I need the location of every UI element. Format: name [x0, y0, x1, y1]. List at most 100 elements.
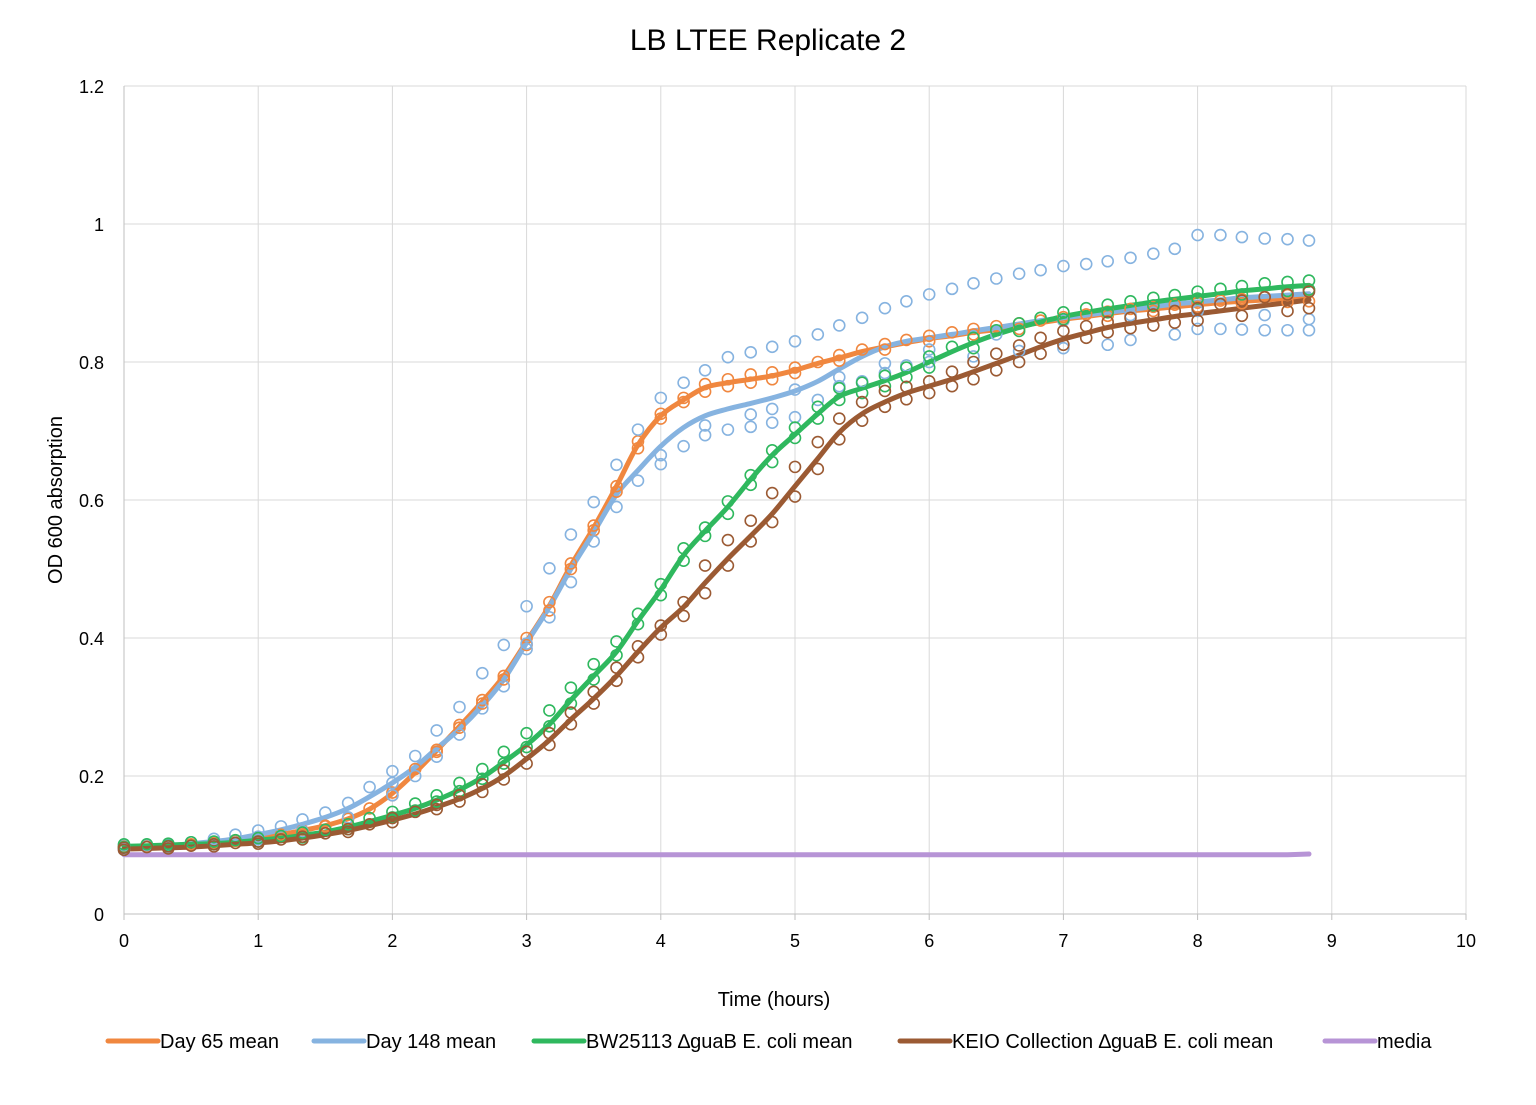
bw25113-guab-e-coli-mean-line — [121, 282, 1312, 849]
keio-collection-guab-e-coli-mean-point — [1168, 316, 1182, 329]
bw25113-guab-e-coli-mean-point — [900, 370, 913, 384]
series-lines — [121, 282, 1312, 858]
keio-collection-guab-e-coli-mean-point — [161, 842, 175, 855]
day-148-mean-point — [520, 637, 533, 650]
bw25113-guab-e-coli-mean-point — [564, 697, 578, 710]
day-148-mean-point — [1302, 323, 1316, 337]
day-148-mean-point — [1302, 312, 1316, 326]
day-65-mean-point — [1124, 302, 1137, 316]
day-148-mean-point — [318, 806, 332, 819]
day-148-mean-point — [564, 575, 578, 589]
day-65-mean-point — [408, 762, 422, 776]
day-65-mean-point — [318, 820, 332, 833]
keio-collection-guab-e-coli-mean-point — [251, 837, 265, 850]
legend-label-keio-collection-guab-e-coli-mean: KEIO Collection ∆guaB E. coli mean — [952, 1031, 1273, 1053]
keio-collection-guab-e-coli-mean-point — [1191, 301, 1204, 315]
y-tick-label: 0.4 — [79, 629, 104, 649]
keio-collection-guab-e-coli-mean-point — [1034, 331, 1047, 345]
day-148-mean-point — [967, 277, 980, 290]
day-65-mean-point — [698, 385, 712, 398]
day-148-mean-point — [631, 423, 645, 436]
keio-collection-guab-e-coli-mean-point — [229, 836, 242, 850]
keio-collection-guab-e-coli-mean-point — [1147, 319, 1160, 332]
day-65-mean-point — [677, 391, 690, 405]
keio-collection-guab-e-coli-mean-point — [698, 586, 712, 600]
keio-collection-guab-e-coli-mean-point — [1191, 314, 1204, 327]
x-tick-label: 5 — [790, 931, 800, 951]
keio-collection-guab-e-coli-mean-point — [1214, 297, 1227, 311]
day-148-mean-point — [878, 301, 892, 315]
day-65-mean-point — [564, 557, 578, 570]
day-148-mean-point — [788, 334, 802, 348]
bw25113-guab-e-coli-mean-point — [1281, 275, 1294, 289]
day-148-mean-point — [967, 350, 980, 363]
day-148-mean-point — [229, 828, 242, 841]
y-tick-label: 0.2 — [79, 767, 104, 787]
keio-collection-guab-e-coli-mean-point — [832, 432, 846, 446]
keio-collection-guab-e-coli-mean-point — [631, 651, 645, 664]
day-148-mean-point — [654, 448, 668, 462]
bw25113-guab-e-coli-mean-point — [1147, 291, 1160, 305]
day-65-mean-point — [855, 343, 869, 356]
day-148-mean-point — [945, 282, 959, 296]
bw25113-guab-e-coli-mean-point — [564, 681, 578, 694]
bw25113-guab-e-coli-mean-point — [922, 361, 936, 374]
day-148-mean-point — [1258, 323, 1271, 337]
bw25113-guab-e-coli-mean-point — [1012, 317, 1026, 330]
keio-collection-guab-e-coli-mean-point — [453, 789, 466, 802]
keio-collection-guab-e-coli-mean-point — [1235, 294, 1249, 307]
day-148-mean-point — [386, 789, 399, 802]
day-148-mean-point — [698, 363, 712, 377]
day-65-mean-point — [1168, 298, 1182, 312]
keio-collection-guab-e-coli-mean-point — [1302, 301, 1316, 315]
keio-collection-guab-e-coli-mean-point — [1124, 321, 1137, 335]
day-148-mean-point — [1124, 333, 1137, 347]
legend-label-day-65-mean: Day 65 mean — [160, 1031, 279, 1053]
bw25113-guab-e-coli-mean-point — [341, 817, 355, 831]
day-65-mean-point — [922, 334, 936, 348]
day-148-mean-point — [497, 638, 511, 652]
bw25113-guab-e-coli-mean-point — [744, 468, 758, 482]
day-148-mean-point — [1258, 232, 1271, 245]
day-65-mean-point — [430, 745, 443, 759]
bw25113-guab-e-coli-mean-point — [1281, 284, 1294, 298]
keio-collection-guab-e-coli-mean-point — [654, 619, 668, 632]
keio-collection-guab-e-coli-mean-point — [1034, 347, 1047, 361]
bw25113-guab-e-coli-mean-point — [698, 521, 712, 534]
day-148-mean-point — [744, 408, 758, 421]
day-148-mean-point — [543, 610, 556, 624]
bw25113-guab-e-coli-mean-point — [497, 757, 511, 770]
day-148-mean-point — [1302, 234, 1316, 247]
keio-collection-guab-e-coli-mean-point — [1079, 319, 1093, 333]
x-tick-label: 10 — [1456, 931, 1476, 951]
day-65-mean-point — [543, 595, 556, 609]
bw25113-guab-e-coli-mean-point — [543, 704, 556, 717]
day-65-mean-point — [765, 372, 779, 386]
keio-collection-guab-e-coli-mean-point — [698, 559, 712, 572]
bw25113-guab-e-coli-mean-point — [1101, 306, 1114, 319]
legend-label-bw25113-guab-e-coli-mean: BW25113 ∆guaB E. coli mean — [586, 1031, 852, 1053]
day-65-mean-point — [564, 562, 578, 576]
keio-collection-guab-e-coli-mean-point — [721, 533, 735, 547]
y-tick-label: 0 — [94, 905, 104, 925]
y-tick-label: 1.2 — [79, 77, 104, 97]
day-65-mean-point — [476, 697, 489, 710]
bw25113-guab-e-coli-mean-point — [765, 455, 779, 469]
day-148-mean-point — [1281, 232, 1294, 246]
day-65-mean-point — [744, 368, 758, 381]
day-148-mean-point — [1124, 251, 1137, 265]
bw25113-guab-e-coli-mean-point — [318, 823, 332, 837]
day-148-mean-point — [1034, 263, 1047, 277]
day-148-mean-point — [855, 311, 869, 325]
y-axis-label: OD 600 absorption — [45, 416, 67, 584]
keio-collection-guab-e-coli-mean-point — [1057, 324, 1070, 338]
day-148-mean-point — [922, 343, 936, 356]
keio-collection-guab-e-coli-mean-point — [453, 795, 466, 808]
day-65-mean-point — [832, 354, 846, 367]
day-65-mean-point — [811, 355, 825, 369]
day-65-mean-point — [788, 366, 802, 380]
keio-collection-guab-e-coli-mean-point — [543, 738, 556, 752]
day-148-mean-point — [1012, 267, 1026, 280]
keio-collection-guab-e-coli-mean-point — [855, 395, 869, 409]
